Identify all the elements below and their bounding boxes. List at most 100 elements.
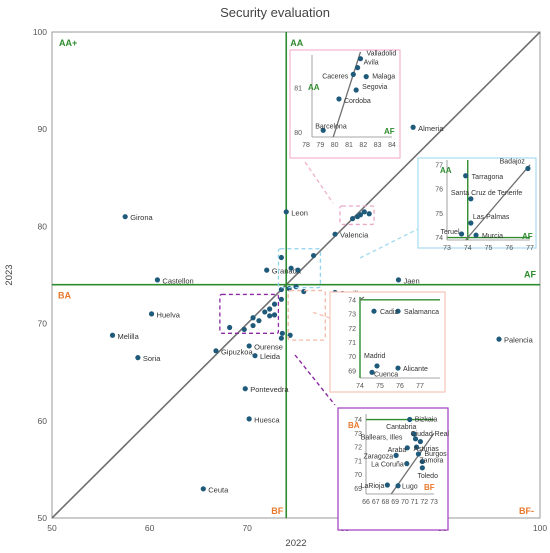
inset-0-point-label-6: Barcelona [315,123,347,130]
inset-0-y-tick-1: 81 [294,85,302,92]
inset-2-point-4 [369,369,375,375]
inset-1-corner-label-1: AF [522,232,533,241]
main-point-11 [213,348,219,354]
inset-2-diagonal [359,296,365,301]
zoom-region-3 [219,293,280,334]
main-point-22 [293,284,299,290]
inset-3-point-label-1: Cantabria [386,424,416,431]
zone-label-2: AF [524,270,536,280]
inset-3-point-label-10: Toledo [417,473,438,480]
y-tick-label-4: 90 [38,124,48,134]
main-point-31 [256,318,262,324]
inset-0-point-label-4: Segovia [362,84,387,91]
main-point-15 [242,386,248,392]
main-point-20 [310,252,317,259]
inset-2-x-tick-1: 75 [376,383,384,390]
inset-1-point-label-2: Santa Cruz de Tenerife [451,190,523,197]
main-point-label-16: Huesca [254,415,280,424]
inset-1-y-tick-3: 77 [435,162,443,169]
zone-label-5: BF- [519,506,534,516]
inset-3-point-label-9: Zamora [419,458,443,465]
main-point-9 [109,332,116,338]
inset-1-point-label-4: Teruel [440,229,460,236]
inset-3-x-tick-1: 67 [372,499,380,506]
main-point-label-6: Jaen [403,276,419,285]
main-point-44 [354,214,361,220]
zoom-region-0 [339,205,375,226]
main-point-30 [267,313,273,319]
inset-2-y-tick-4: 73 [348,312,356,319]
inset-3-point-label-8: La Coruña [371,462,404,469]
inset-2-point-label-4: Cuenca [374,371,398,378]
inset-0-point-label-2: Caceres [322,73,349,80]
inset-2-point-3 [395,365,401,371]
main-point-35 [227,324,233,331]
main-point-28 [267,306,273,312]
inset-2-point-label-0: Cadiz [380,309,398,316]
x-tick-label-1: 60 [145,523,155,533]
inset-3-point-12 [395,483,401,489]
inset-3-point-8 [404,461,410,467]
inset-3-x-tick-7: 73 [430,499,438,506]
inset-1-point-0 [525,165,531,172]
inset-0-x-tick-4: 82 [359,142,367,149]
inset-0-point-5 [336,96,342,102]
main-point-2 [410,124,416,130]
inset-0-x-tick-3: 81 [345,142,353,149]
main-point-8 [148,311,155,317]
main-point-3 [332,231,338,237]
main-point-32 [250,315,256,321]
inset-3-point-5 [413,444,420,450]
main-point-23 [301,288,307,295]
inset-3-y-tick-3: 72 [354,445,362,452]
y-tick-label-2: 70 [38,319,48,329]
inset-1-point-5 [473,232,479,238]
main-point-40 [350,216,356,222]
inset-3-x-tick-5: 71 [411,499,419,506]
inset-1-point-3 [468,220,474,226]
main-point-label-14: Palencia [504,336,534,345]
inset-ba: 74 75 76 77 69 70 71 72 73 74 Cadiz Salamanca Madrid… [311,291,446,393]
main-point-16 [246,416,252,422]
inset-3-x-tick-4: 70 [401,499,409,506]
inset-1-x-tick-4: 77 [526,245,534,252]
main-point-17 [200,486,206,492]
inset-frame-0 [289,49,401,159]
inset-3-corner-label-0: BA [348,421,360,430]
inset-0-point-label-1: Avila [364,60,379,67]
inset-0-y-tick-0: 80 [294,130,302,137]
x-tick-label-5: 100 [533,523,547,533]
inset-3-point-2 [412,436,419,442]
main-point-label-8: Huelva [157,310,181,319]
y-tick-label-5: 100 [33,27,47,37]
y-tick-label-0: 50 [38,513,48,523]
zone-label-0: AA+ [59,38,77,48]
inset-frame-3 [337,407,449,531]
inset-connector-1 [359,227,421,259]
y-axis-title: 2023 [4,264,15,285]
inset-2-x-tick-3: 77 [416,383,424,390]
inset-0-point-1 [355,65,361,71]
inset-connector-0 [304,161,334,204]
main-point-12 [246,343,252,349]
inset-1-corner-label-0: AA [440,166,452,175]
inset-0-x-tick-1: 79 [316,142,324,149]
main-point-1 [283,209,289,215]
inset-0-x-tick-0: 78 [302,142,310,149]
inset-0-point-4 [353,87,359,93]
inset-3-point-0 [407,416,413,423]
inset-1-point-label-0: Badajoz [500,158,526,165]
main-point-label-2: Almeria [418,124,444,133]
main-point-42 [361,209,367,215]
main-point-label-11: Gipuzkoa [221,347,254,356]
inset-2-point-1 [395,308,401,314]
inset-layer: 78 79 80 81 82 83 84 80 81 Valladolid Avila Caceres… [289,49,537,531]
inset-1-x-tick-0: 73 [443,245,451,252]
y-tick-label-1: 60 [38,416,48,426]
inset-3-point-label-3: Ballears, Illes [361,435,403,442]
inset-aa: 78 79 80 81 82 83 84 80 81 Valladolid Avila Caceres… [289,49,401,204]
inset-1-x-tick-1: 74 [464,245,472,252]
inset-3-point-label-6: Zaragoza [364,453,394,460]
inset-3-x-tick-3: 69 [391,499,399,506]
